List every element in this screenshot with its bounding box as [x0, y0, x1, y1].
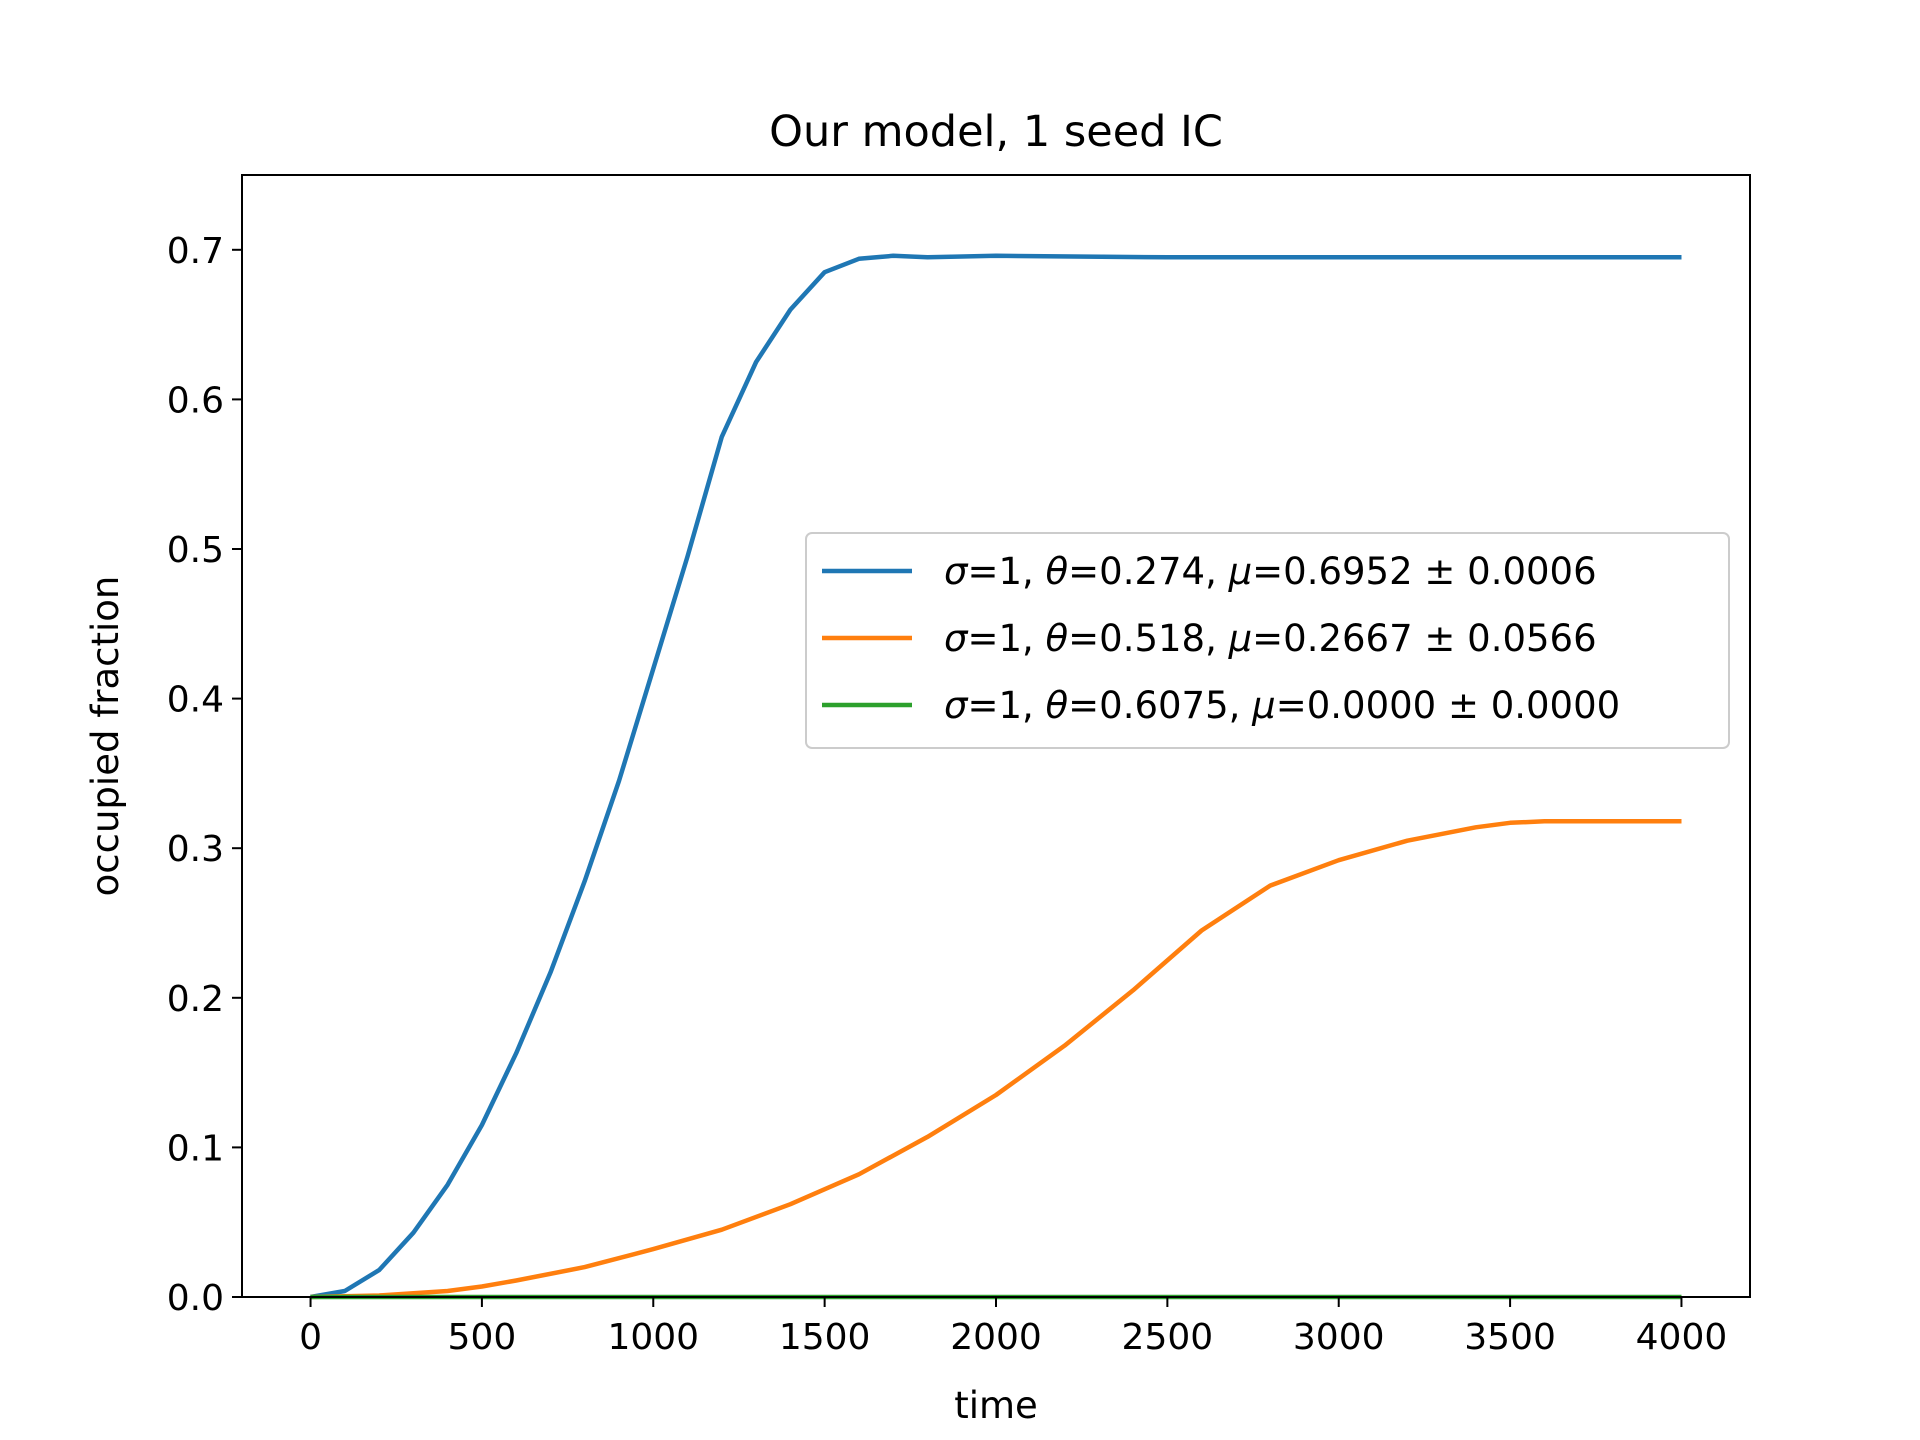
x-tick-label: 1500	[779, 1317, 871, 1358]
x-tick-label: 3000	[1293, 1317, 1385, 1358]
y-tick-label: 0.1	[167, 1128, 224, 1169]
x-tick-label: 2500	[1122, 1317, 1214, 1358]
series-line-1	[310, 253, 1682, 1300]
series-line-2	[310, 819, 1682, 1300]
x-axis-label: time	[954, 1384, 1038, 1427]
y-tick-label: 0.6	[167, 380, 224, 421]
x-tick-label: 4000	[1636, 1317, 1728, 1358]
x-tick-label: 3500	[1464, 1317, 1556, 1358]
x-tick-label: 0	[299, 1317, 322, 1358]
y-axis-label: occupied fraction	[84, 576, 127, 897]
x-tick-label: 500	[448, 1317, 517, 1358]
chart-title: Our model, 1 seed IC	[769, 107, 1223, 157]
legend-label-3: σ=1, θ=0.6075, μ=0.0000 ± 0.0000	[944, 684, 1620, 727]
legend: σ=1, θ=0.274, μ=0.6952 ± 0.0006 σ=1, θ=0.…	[805, 532, 1730, 749]
x-tick-label: 2000	[950, 1317, 1042, 1358]
y-tick-label: 0.7	[167, 231, 224, 272]
x-axis-ticks: 0 500 1000 1500 2000 2500 3000 3500 4000	[299, 1297, 1727, 1358]
y-axis-ticks: 0.0 0.1 0.2 0.3 0.4 0.5 0.6 0.7	[167, 231, 242, 1319]
legend-box	[805, 532, 1730, 749]
legend-label-2: σ=1, θ=0.518, μ=0.2667 ± 0.0566	[944, 617, 1597, 660]
y-tick-label: 0.2	[167, 979, 224, 1020]
y-tick-label: 0.5	[167, 530, 224, 571]
legend-label-1: σ=1, θ=0.274, μ=0.6952 ± 0.0006	[944, 550, 1597, 593]
y-tick-label: 0.3	[167, 829, 224, 870]
x-tick-label: 1000	[607, 1317, 699, 1358]
y-tick-label: 0.0	[167, 1278, 224, 1319]
y-tick-label: 0.4	[167, 680, 224, 721]
